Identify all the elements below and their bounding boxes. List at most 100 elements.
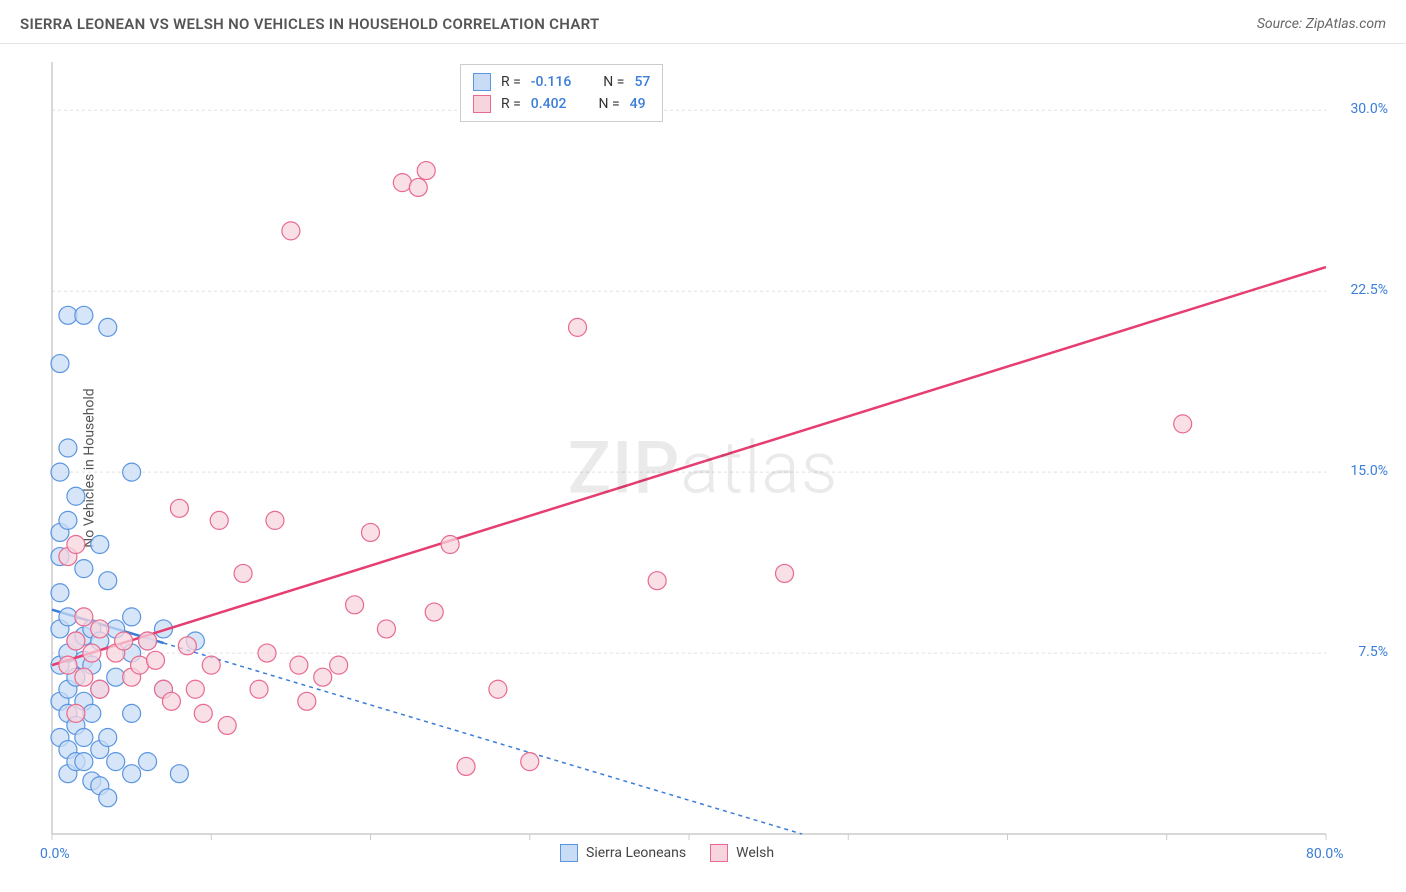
data-point [51, 584, 69, 602]
data-point [99, 318, 117, 336]
r-value: 0.402 [531, 93, 567, 115]
data-point [91, 620, 109, 638]
data-point [314, 668, 332, 686]
data-point [170, 499, 188, 517]
data-point [99, 572, 117, 590]
legend-item: Welsh [710, 844, 774, 862]
data-point [194, 704, 212, 722]
regression-line-dashed [163, 643, 801, 834]
y-tick-label: 30.0% [1350, 101, 1388, 117]
data-point [123, 608, 141, 626]
n-label: N = [603, 71, 624, 93]
data-point [139, 632, 157, 650]
data-point [59, 608, 77, 626]
data-point [234, 564, 252, 582]
data-point [298, 692, 316, 710]
data-point [131, 656, 149, 674]
legend-swatch [560, 844, 578, 862]
chart-header: SIERRA LEONEAN VS WELSH NO VEHICLES IN H… [0, 0, 1406, 44]
data-point [186, 680, 204, 698]
source-attribution: Source: ZipAtlas.com [1257, 16, 1386, 32]
data-point [67, 487, 85, 505]
data-point [75, 729, 93, 747]
data-point [210, 511, 228, 529]
data-point [59, 306, 77, 324]
data-point [648, 572, 666, 590]
y-tick-label: 15.0% [1350, 463, 1388, 479]
data-point [377, 620, 395, 638]
data-point [776, 564, 794, 582]
data-point [115, 632, 133, 650]
data-point [59, 656, 77, 674]
data-point [489, 680, 507, 698]
data-point [139, 753, 157, 771]
data-point [75, 753, 93, 771]
data-point [569, 318, 587, 336]
data-point [346, 596, 364, 614]
data-point [67, 632, 85, 650]
data-point [91, 680, 109, 698]
y-tick-label: 7.5% [1358, 644, 1388, 660]
data-point [178, 637, 196, 655]
x-tick-label-max: 80.0% [1306, 846, 1344, 862]
chart-legend: Sierra Leoneans Welsh [560, 844, 774, 862]
y-tick-label: 22.5% [1350, 282, 1388, 298]
n-value: 57 [634, 71, 650, 93]
data-point [147, 651, 165, 669]
legend-swatch [710, 844, 728, 862]
n-value: 49 [630, 93, 646, 115]
data-point [83, 704, 101, 722]
data-point [290, 656, 308, 674]
data-point [409, 178, 427, 196]
x-tick-label-min: 0.0% [40, 846, 70, 862]
data-point [457, 757, 475, 775]
data-point [99, 789, 117, 807]
data-point [441, 536, 459, 554]
regression-line [52, 267, 1326, 665]
data-point [75, 608, 93, 626]
data-point [59, 439, 77, 457]
legend-item: Sierra Leoneans [560, 844, 686, 862]
data-point [107, 668, 125, 686]
data-point [282, 222, 300, 240]
data-point [123, 463, 141, 481]
data-point [75, 306, 93, 324]
series-swatch [473, 73, 491, 91]
data-point [91, 536, 109, 554]
data-point [75, 560, 93, 578]
data-point [218, 716, 236, 734]
r-label: R = [501, 71, 521, 93]
data-point [59, 511, 77, 529]
data-point [123, 704, 141, 722]
scatter-chart [0, 44, 1406, 892]
data-point [51, 355, 69, 373]
data-point [123, 765, 141, 783]
data-point [521, 753, 539, 771]
data-point [1174, 415, 1192, 433]
n-label: N = [599, 93, 620, 115]
chart-area: No Vehicles in Household ZIPatlas 7.5%15… [0, 44, 1406, 892]
data-point [250, 680, 268, 698]
data-point [83, 644, 101, 662]
legend-label: Sierra Leoneans [586, 845, 686, 861]
data-point [170, 765, 188, 783]
chart-title: SIERRA LEONEAN VS WELSH NO VEHICLES IN H… [20, 15, 600, 33]
data-point [425, 603, 443, 621]
data-point [330, 656, 348, 674]
data-point [417, 162, 435, 180]
data-point [51, 463, 69, 481]
r-label: R = [501, 93, 521, 115]
correlation-stats-box: R = -0.116 N = 57 R = 0.402 N = 49 [460, 64, 663, 122]
stats-row: R = 0.402 N = 49 [473, 93, 650, 115]
data-point [67, 536, 85, 554]
data-point [67, 704, 85, 722]
data-point [99, 729, 117, 747]
data-point [107, 753, 125, 771]
stats-row: R = -0.116 N = 57 [473, 71, 650, 93]
data-point [75, 668, 93, 686]
data-point [393, 174, 411, 192]
data-point [266, 511, 284, 529]
r-value: -0.116 [531, 71, 571, 93]
data-point [258, 644, 276, 662]
data-point [202, 656, 220, 674]
